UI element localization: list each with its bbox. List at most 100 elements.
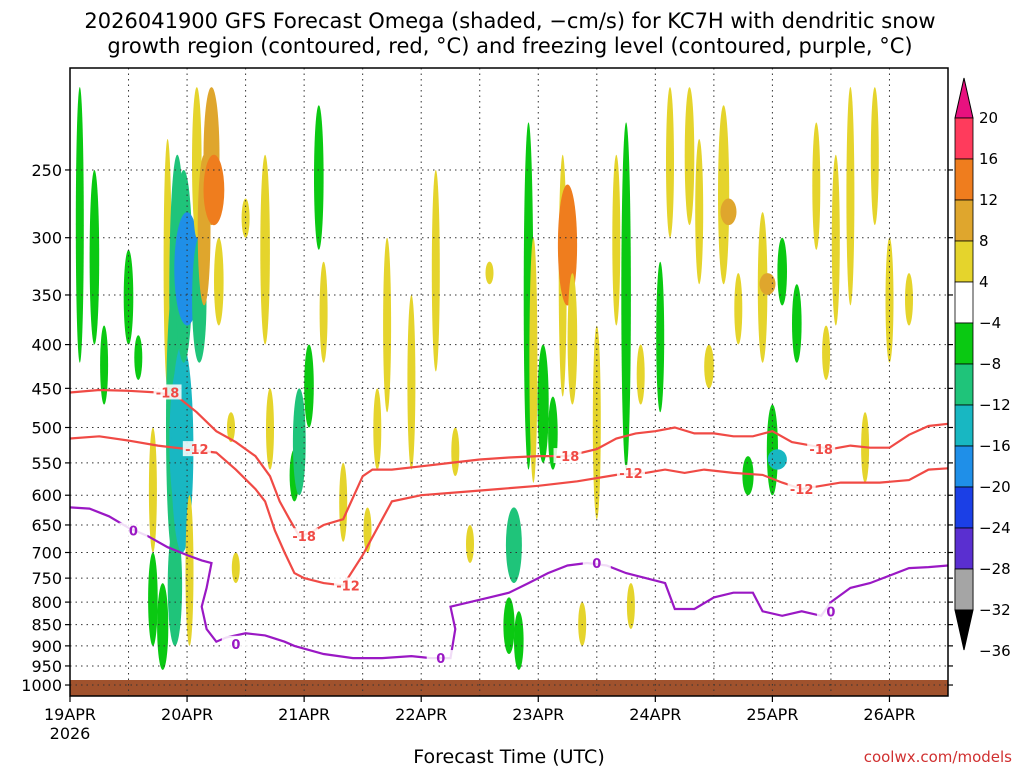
x-tick-label-24APR: 24APR [629, 705, 681, 724]
colorbar-label-1: 16 [979, 150, 998, 168]
grid-lines [70, 68, 948, 696]
omega-cell-27 [266, 388, 274, 470]
colorbar-swatch-10 [954, 527, 974, 570]
omega-cell-64 [720, 198, 737, 226]
y-tick-label-650: 650 [31, 516, 62, 535]
contour-label-0-0: 0 [129, 525, 138, 540]
omega-cell-65 [734, 273, 743, 345]
x-tick-label-22APR: 22APR [395, 705, 447, 724]
contour-label--12-0: -12 [185, 443, 209, 458]
omega-cell-58 [656, 261, 665, 413]
contour-label-bg [182, 441, 211, 457]
omega-cell-36 [383, 237, 392, 413]
y-tick-label-500: 500 [31, 418, 62, 437]
x-axis-label: Forecast Time (UTC) [413, 746, 604, 768]
colorbar-label-10: −24 [979, 519, 1011, 537]
contour-label-bg [334, 577, 363, 593]
contour-label-bg [553, 448, 582, 464]
y-tick-label-550: 550 [31, 454, 62, 473]
contour-label--18-2: -18 [556, 450, 580, 465]
y-tick-label-300: 300 [31, 229, 62, 248]
chart-title-line-1: 2026041900 GFS Forecast Omega (shaded, −… [84, 9, 935, 33]
x-tick-sublabel-19APR: 2026 [50, 724, 91, 743]
omega-cell-32 [319, 261, 328, 363]
contour-label--12-3: -12 [790, 483, 814, 498]
omega-cell-0 [75, 87, 84, 363]
contour-label-bg [616, 464, 645, 480]
omega-cell-71 [777, 237, 787, 306]
omega-cell-63 [718, 105, 730, 285]
x-tick-label-25APR: 25APR [746, 705, 798, 724]
colorbar-label-12: −32 [979, 601, 1011, 619]
contour-label-bg [290, 528, 319, 544]
omega-cell-37 [407, 295, 416, 470]
omega-shading [75, 87, 913, 670]
omega-cell-7 [157, 583, 169, 670]
colorbar-swatch-6 [954, 363, 974, 406]
omega-cell-42 [503, 597, 515, 654]
omega-cell-60 [684, 87, 695, 226]
contour-label--12-1: -12 [336, 579, 360, 594]
omega-cell-57 [636, 344, 645, 405]
omega-cell-30 [304, 344, 314, 428]
omega-cell-56 [626, 583, 635, 629]
colorbar-swatch-9 [954, 486, 974, 529]
x-tick-label-20APR: 20APR [161, 705, 213, 724]
omega-cell-59 [666, 87, 674, 238]
y-tick-label-400: 400 [31, 336, 62, 355]
omega-cell-35 [373, 388, 382, 470]
omega-cell-62 [704, 344, 714, 389]
contour-label-0-1: 0 [231, 638, 240, 653]
omega-cell-22 [214, 237, 224, 326]
y-tick-label-1000: 1000 [21, 676, 62, 695]
colorbar-label-3: 8 [979, 232, 989, 250]
colorbar-under-arrow [954, 609, 974, 651]
contours: -18 -18 -18 -18 -12 -12 -12 -12 0 0 0 0 0 [69, 384, 949, 667]
omega-cell-31 [314, 105, 324, 250]
x-tick-label-26APR: 26APR [863, 705, 915, 724]
omega-cell-61 [695, 139, 704, 285]
y-tick-label-700: 700 [31, 544, 62, 563]
omega-cell-46 [529, 237, 538, 483]
credit-link[interactable]: coolwx.com/models [864, 748, 1012, 766]
omega-cell-16 [185, 495, 194, 646]
contour-0 [69, 506, 949, 660]
colorbar-label-7: −12 [979, 396, 1011, 414]
y-tick-label-350: 350 [31, 286, 62, 305]
contour-label-bg [119, 522, 148, 538]
chart-title-line-2: growth region (contoured, red, °C) and f… [107, 34, 912, 58]
y-tick-label-950: 950 [31, 657, 62, 676]
colorbar-swatch-2 [954, 199, 974, 242]
colorbar-swatch-3 [954, 240, 974, 283]
omega-cell-55 [621, 122, 631, 470]
contour-label--18-3: -18 [809, 443, 833, 458]
omega-cell-44 [514, 611, 524, 670]
contour-label--18-0: -18 [156, 386, 180, 401]
colorbar-swatch-0 [954, 117, 974, 160]
omega-cell-1 [89, 169, 100, 345]
omega-cell-38 [431, 170, 440, 372]
omega-cell-51 [567, 273, 578, 405]
omega-cell-41 [485, 261, 494, 285]
x-tick-label-19APR: 19APR [44, 705, 96, 724]
colorbar-swatch-7 [954, 404, 974, 447]
omega-cell-43 [505, 507, 522, 583]
colorbar: 20 16 12 8 4 −4 −8 −12 −16 −20 −24 −28 −32 −36 [954, 77, 1011, 660]
colorbar-over-arrow [954, 77, 974, 119]
omega-cell-5 [148, 427, 157, 553]
colorbar-swatch-1 [954, 158, 974, 201]
omega-cell-21 [203, 154, 225, 226]
colorbar-swatch-8 [954, 445, 974, 488]
omega-cell-39 [451, 427, 460, 477]
y-tick-label-900: 900 [31, 637, 62, 656]
omega-cell-40 [466, 525, 474, 563]
y-tick-label-750: 750 [31, 569, 62, 588]
colorbar-label-13: −36 [979, 642, 1011, 660]
plot-frame [69, 67, 949, 697]
omega-cell-52 [578, 602, 587, 646]
omega-cell-72 [792, 284, 802, 363]
colorbar-label-5: −4 [979, 314, 1001, 332]
omega-cell-4 [134, 335, 143, 380]
colorbar-swatch-4 [954, 281, 974, 324]
